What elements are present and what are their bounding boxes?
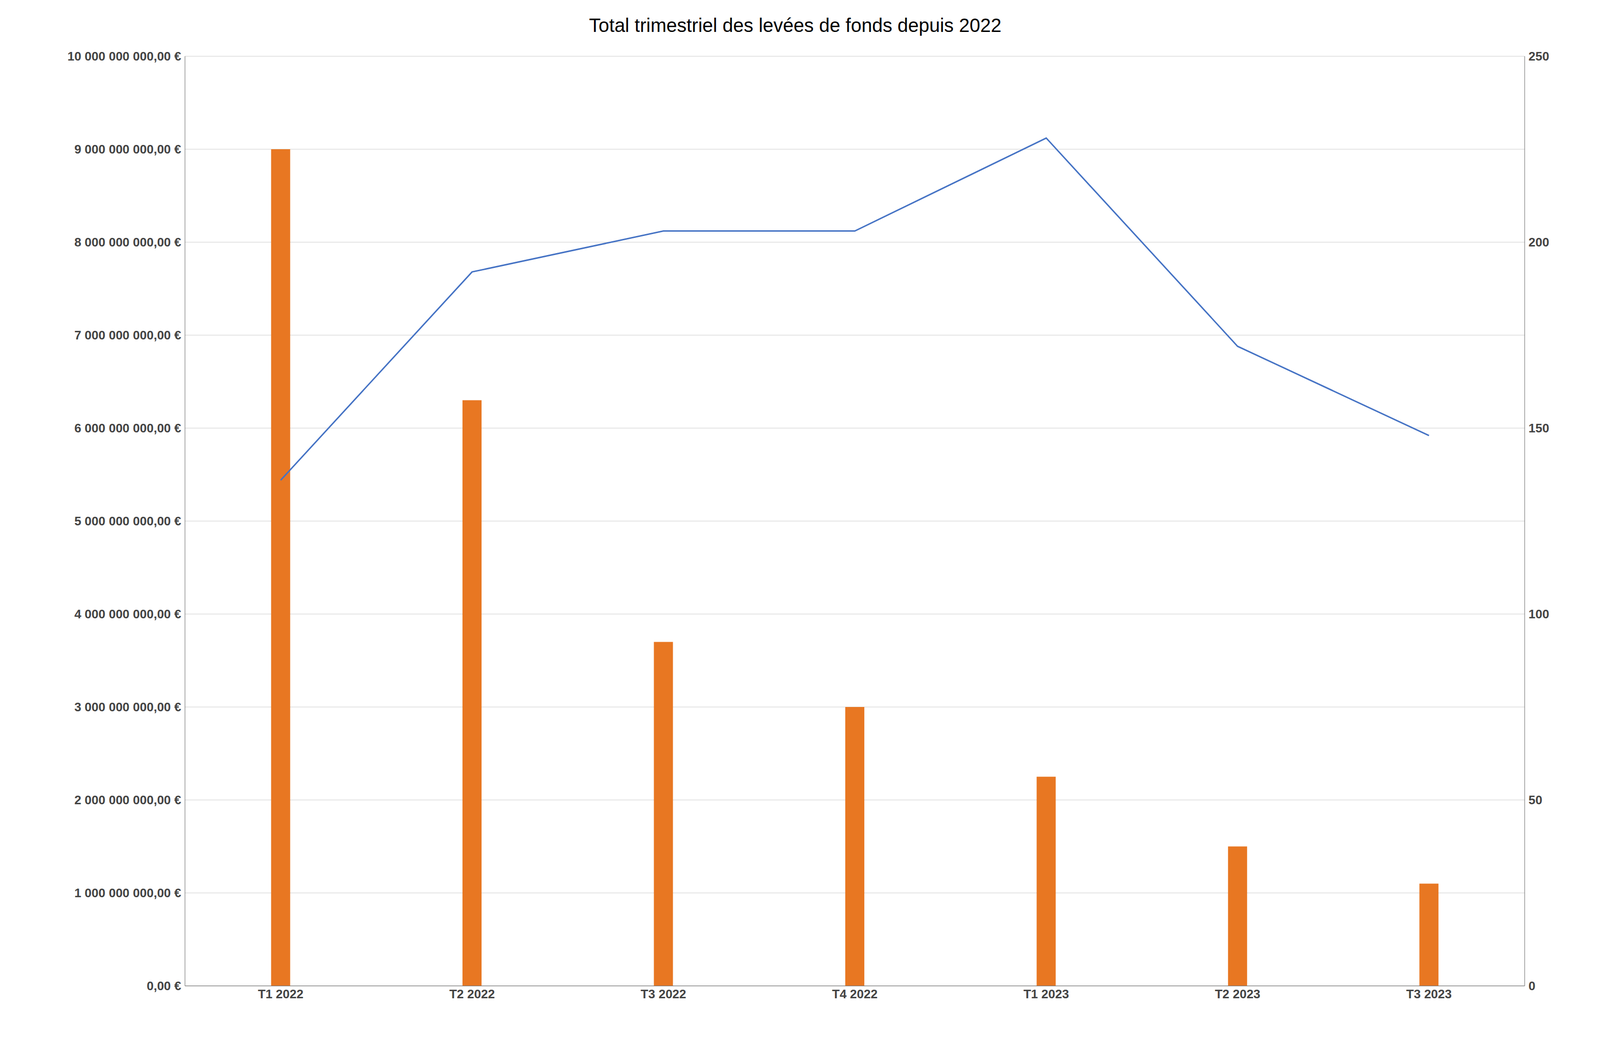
svg-text:100: 100: [1528, 606, 1549, 622]
svg-text:150: 150: [1528, 420, 1549, 436]
svg-text:T3 2023: T3 2023: [1406, 986, 1452, 1002]
svg-text:200: 200: [1528, 235, 1549, 250]
svg-text:0,00 €: 0,00 €: [146, 978, 182, 994]
svg-text:7 000 000 000,00 €: 7 000 000 000,00 €: [74, 328, 182, 343]
svg-text:250: 250: [1528, 49, 1549, 64]
svg-text:3 000 000 000,00 €: 3 000 000 000,00 €: [74, 699, 182, 715]
svg-text:T1 2023: T1 2023: [1023, 986, 1069, 1002]
svg-text:9 000 000 000,00 €: 9 000 000 000,00 €: [74, 142, 182, 157]
svg-text:T2 2022: T2 2022: [449, 986, 495, 1002]
svg-text:2 000 000 000,00 €: 2 000 000 000,00 €: [74, 792, 182, 808]
svg-text:4 000 000 000,00 €: 4 000 000 000,00 €: [74, 606, 182, 622]
svg-text:50: 50: [1528, 792, 1543, 808]
svg-text:T4 2022: T4 2022: [831, 986, 878, 1002]
svg-text:1 000 000 000,00 €: 1 000 000 000,00 €: [74, 885, 182, 901]
svg-text:8 000 000 000,00 €: 8 000 000 000,00 €: [74, 235, 182, 250]
svg-text:T3 2022: T3 2022: [640, 986, 687, 1002]
svg-text:5 000 000 000,00 €: 5 000 000 000,00 €: [74, 513, 182, 529]
svg-text:0: 0: [1528, 978, 1536, 994]
svg-text:6 000 000 000,00 €: 6 000 000 000,00 €: [74, 420, 182, 436]
svg-text:10 000 000 000,00 €: 10 000 000 000,00 €: [67, 49, 182, 64]
svg-text:T2 2023: T2 2023: [1214, 986, 1261, 1002]
svg-text:T1 2022: T1 2022: [257, 986, 304, 1002]
html-text:Total trimestriel des levées d: Total trimestriel des levées de fonds de…: [589, 14, 1002, 36]
